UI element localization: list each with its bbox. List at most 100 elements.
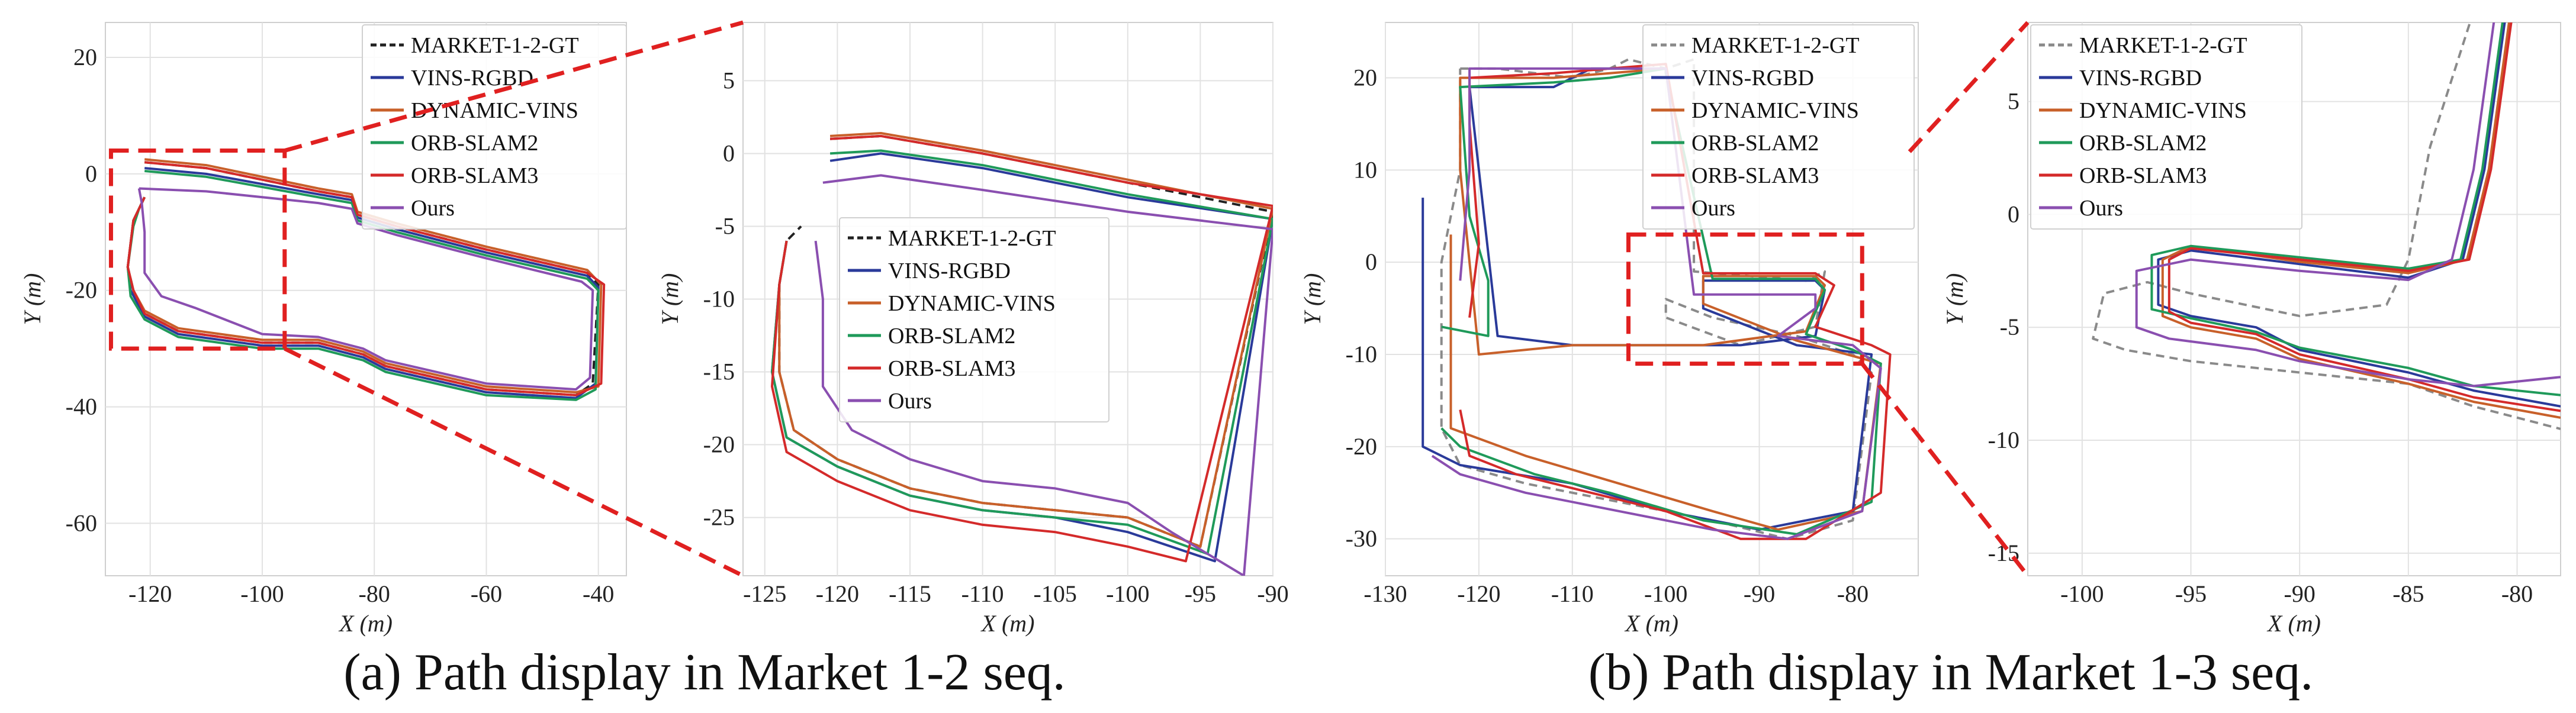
y-tick-label: 5 [2008, 88, 2019, 115]
y-axis-label: Y (m) [1941, 273, 1968, 325]
series-line-orb-slam2 [1440, 67, 1882, 535]
x-tick-label: -100 [1644, 580, 1687, 607]
y-tick-label: -15 [703, 359, 735, 385]
legend-entry: VINS-RGBD [2079, 66, 2202, 91]
zoom-connector-line [284, 347, 744, 578]
x-tick-label: -90 [2284, 580, 2315, 607]
legend-entry: ORB-SLAM3 [888, 356, 1015, 381]
legend-entry: VINS-RGBD [1691, 66, 1814, 91]
series-line-ours [1431, 67, 1882, 540]
x-tick-label: -90 [1744, 580, 1775, 607]
x-tick-label: -120 [816, 580, 859, 607]
x-axis-label: X (m) [980, 610, 1035, 637]
series-line-ours [2135, 22, 2561, 388]
legend-entry: Ours [411, 196, 455, 221]
y-axis-label: Y (m) [19, 273, 46, 325]
chart-2: -130 -120 -110 -100 -90 -80 20 10 0 -10 -20 -30 X (m… [1299, 22, 1919, 637]
zoom-connector-line [1908, 21, 2030, 153]
x-tick-label: -130 [1363, 580, 1407, 607]
legend-entry: ORB-SLAM3 [1691, 163, 1819, 188]
legend-entry: DYNAMIC-VINS [888, 291, 1056, 316]
series-line-dynamic-vins [1449, 67, 1882, 531]
caption-a: (a) Path display in Market 1-2 seq. [343, 644, 1066, 701]
x-tick-label: -110 [961, 580, 1004, 607]
chart-0: -120 -100 -80 -60 -40 20 0 -20 -40 -60 X (m) Y (m) M… [19, 22, 627, 637]
y-tick-label: 20 [73, 44, 97, 70]
x-tick-label: -100 [240, 580, 284, 607]
legend-entry: MARKET-1-2-GT [888, 226, 1056, 251]
legend-entry: DYNAMIC-VINS [2079, 98, 2247, 123]
legend-box [1642, 24, 1915, 230]
x-axis-label: X (m) [2266, 610, 2321, 637]
series-layer [2092, 22, 2561, 430]
y-tick-label: 5 [723, 67, 735, 93]
series-line-orb-slam3 [771, 134, 1273, 563]
x-tick-label: -125 [743, 580, 786, 607]
x-tick-label: -95 [2175, 580, 2207, 607]
series-line-orb-slam3 [126, 161, 606, 396]
y-tick-label: -20 [1346, 433, 1377, 460]
series-line-dynamic-vins [778, 132, 1273, 548]
legend: MARKET-1-2-GT VINS-RGBD DYNAMIC-VINS ORB-SL… [2030, 24, 2302, 230]
x-tick-label: -100 [2060, 580, 2104, 607]
x-tick-label: -85 [2392, 580, 2424, 607]
x-tick-label: -120 [1457, 580, 1500, 607]
x-tick-label: -80 [2501, 580, 2533, 607]
zoom-connectors [284, 20, 2030, 578]
y-axis-label: Y (m) [657, 273, 683, 325]
legend-entry: VINS-RGBD [411, 66, 533, 91]
caption-b: (b) Path display in Market 1-3 seq. [1588, 644, 2313, 701]
legend-box [839, 217, 1109, 422]
x-tick-label: -95 [1185, 580, 1216, 607]
series-line-ours [137, 187, 594, 391]
y-tick-label: -5 [2000, 314, 2019, 340]
legend-entry: ORB-SLAM2 [888, 324, 1015, 349]
legend: MARKET-1-2-GT VINS-RGBD DYNAMIC-VINS ORB-SL… [839, 217, 1109, 422]
y-tick-label: -25 [703, 504, 735, 531]
series-layer [1422, 58, 1892, 540]
x-tick-label: -80 [1837, 580, 1869, 607]
legend-box [362, 24, 627, 230]
y-tick-label: 20 [1353, 64, 1377, 91]
series-line-vins-rgbd [1422, 67, 1873, 531]
x-tick-label: -100 [1106, 580, 1149, 607]
y-tick-label: -10 [1988, 427, 2019, 453]
y-tick-label: 0 [1365, 249, 1377, 275]
y-tick-label: -30 [1346, 525, 1377, 552]
y-tick-label: -10 [1346, 341, 1377, 367]
legend-entry: DYNAMIC-VINS [411, 98, 578, 123]
legend-entry: MARKET-1-2-GT [411, 33, 579, 58]
series-layer [126, 158, 606, 401]
x-tick-label: -80 [359, 580, 390, 607]
chart-1: -125 -120 -115 -110 -105 -100 -95 -90 5 0 -5 -10 -15… [657, 22, 1289, 637]
legend: MARKET-1-2-GT VINS-RGBD DYNAMIC-VINS ORB-SL… [1642, 24, 1915, 230]
x-tick-label: -105 [1034, 580, 1077, 607]
x-tick-label: -40 [583, 580, 614, 607]
y-tick-label: -20 [703, 431, 735, 458]
x-tick-label: -60 [471, 580, 502, 607]
series-line-ours [814, 174, 1273, 576]
series-line-orb-slam2 [126, 170, 600, 401]
y-tick-label: -5 [715, 212, 735, 239]
series-line-orb-slam2 [2150, 22, 2561, 396]
series-line-orb-slam2 [771, 149, 1273, 556]
y-tick-label: -10 [703, 286, 735, 312]
legend-entry: Ours [888, 389, 932, 414]
y-axis-label: Y (m) [1299, 273, 1326, 325]
zoom-region-box [1626, 232, 1864, 366]
y-tick-label: 0 [723, 140, 735, 166]
x-axis-label: X (m) [338, 610, 393, 637]
legend-entry: DYNAMIC-VINS [1691, 98, 1859, 123]
legend-entry: ORB-SLAM2 [411, 131, 538, 156]
series-layer [771, 132, 1273, 576]
y-tick-label: -40 [66, 393, 97, 420]
series-line-market-1-2-gt [2092, 22, 2561, 430]
legend-entry: ORB-SLAM2 [2079, 131, 2207, 156]
y-tick-label: -20 [66, 277, 97, 304]
x-axis-label: X (m) [1624, 610, 1678, 637]
legend-entry: ORB-SLAM3 [2079, 163, 2207, 188]
zoom-connector-line [1860, 362, 2030, 578]
